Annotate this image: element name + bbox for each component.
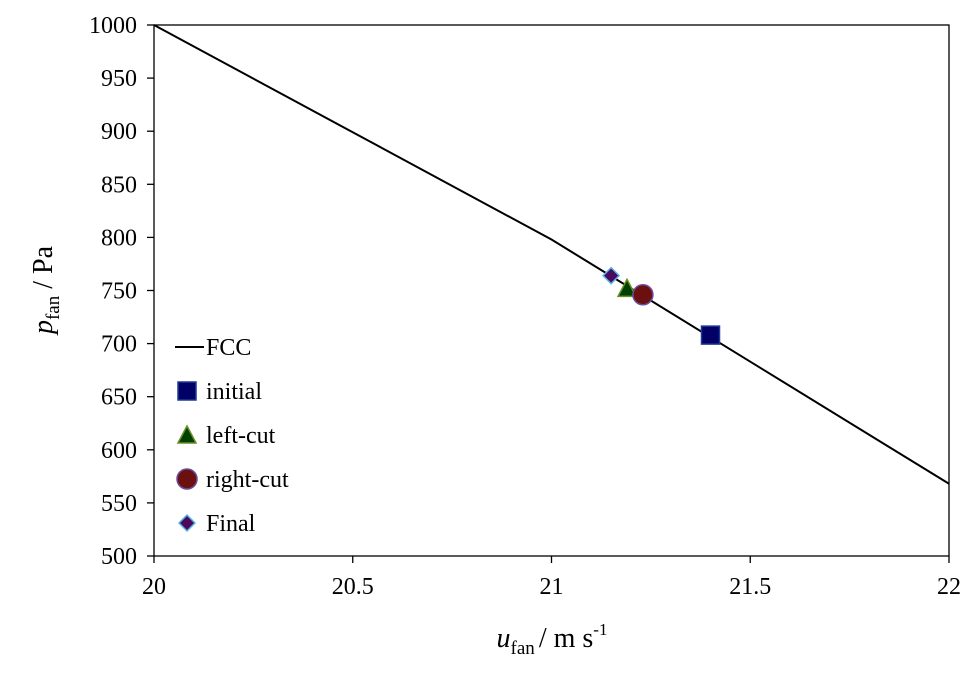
data-point-final (602, 266, 621, 285)
y-tick-label: 900 (101, 119, 137, 145)
series-layer (153, 24, 950, 485)
y-tick-label: 550 (101, 491, 137, 517)
y-tick-label: 850 (101, 172, 137, 198)
legend-label-left-cut: left-cut (206, 423, 276, 449)
y-tick-label: 650 (101, 385, 137, 411)
data-point-initial (700, 325, 721, 345)
x-axis-title: ufan / m s-1 (497, 620, 608, 659)
y-tick-label: 700 (101, 332, 137, 358)
x-tick-label: 21.5 (729, 574, 771, 600)
x-tick-label: 22 (937, 574, 961, 600)
y-axis: 500 550 600 650 700 750 800 850 900 950 1000 (89, 13, 154, 570)
y-tick-label: 800 (101, 225, 137, 251)
legend-label-initial: initial (206, 379, 262, 405)
legend-swatch-right-cut (176, 468, 198, 490)
legend-label-fcc: FCC (206, 335, 251, 361)
x-tick-label: 21 (540, 574, 564, 600)
y-tick-label: 500 (101, 544, 137, 570)
x-axis: 20 20.5 21 21.5 22 (142, 556, 961, 600)
x-tick-label: 20.5 (332, 574, 374, 600)
legend-swatch-initial (177, 381, 197, 401)
y-tick-label: 950 (101, 66, 137, 92)
legend: FCC initial left-cut right-cut Final (175, 335, 289, 537)
legend-swatch-left-cut (176, 424, 198, 444)
y-tick-label: 600 (101, 438, 137, 464)
legend-label-right-cut: right-cut (206, 467, 289, 493)
data-point-right-cut (632, 283, 654, 306)
y-tick-label: 1000 (89, 13, 137, 39)
legend-label-final: Final (206, 511, 256, 537)
y-axis-title: pfan / Pa (28, 245, 64, 336)
y-tick-label: 750 (101, 279, 137, 305)
x-tick-label: 20 (142, 574, 166, 600)
legend-swatch-final (177, 513, 197, 533)
series-line-fcc (153, 24, 950, 485)
data-point-left-cut (616, 277, 638, 298)
